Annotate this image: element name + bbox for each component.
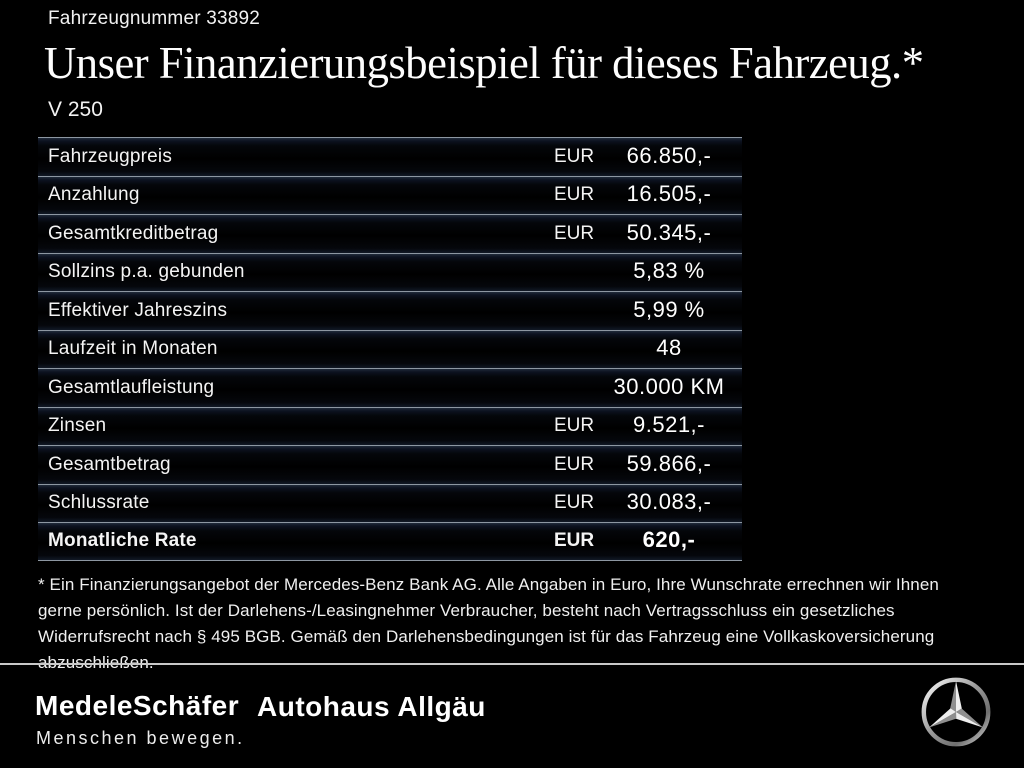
- row-label: Schlussrate: [48, 492, 150, 514]
- table-row: Fahrzeugpreis EUR 66.850,-: [38, 137, 742, 176]
- row-value: 9.521,-: [633, 412, 705, 438]
- row-label: Sollzins p.a. gebunden: [48, 261, 245, 283]
- row-value: 50.345,-: [626, 219, 712, 245]
- row-label: Laufzeit in Monaten: [48, 338, 218, 360]
- row-currency: EUR: [554, 453, 595, 475]
- row-value: 66.850,-: [626, 142, 712, 168]
- table-row: Gesamtbetrag EUR 59.866,-: [38, 445, 742, 484]
- row-value: 59.866,-: [626, 450, 712, 476]
- row-currency: EUR: [554, 184, 595, 206]
- row-label: Gesamtkreditbetrag: [48, 222, 219, 244]
- vehicle-number: Fahrzeugnummer 33892: [48, 8, 261, 29]
- dealer-logo-autohaus-allgaeu: Autohaus Allgäu: [257, 691, 486, 722]
- row-label: Effektiver Jahreszins: [48, 299, 228, 321]
- row-value: 5,83 %: [633, 258, 705, 284]
- finance-table: Fahrzeugpreis EUR 66.850,- Anzahlung EUR…: [38, 137, 742, 561]
- row-currency: EUR: [554, 222, 595, 244]
- table-row: Monatliche Rate EUR 620,-: [38, 522, 742, 561]
- row-value: 5,99 %: [633, 296, 705, 322]
- row-value: 48: [656, 335, 682, 361]
- page-title: Unser Finanzierungsbeispiel für dieses F…: [44, 37, 924, 88]
- dealer-tagline: Menschen bewegen.: [36, 728, 245, 748]
- row-label: Gesamtlaufleistung: [48, 376, 215, 398]
- row-value: 30.000 KM: [613, 373, 725, 399]
- row-value: 16.505,-: [626, 181, 712, 207]
- row-currency: EUR: [554, 530, 595, 552]
- row-label: Zinsen: [48, 415, 107, 437]
- row-value: 30.083,-: [626, 489, 712, 515]
- table-row: Gesamtlaufleistung 30.000 KM: [38, 368, 742, 407]
- row-currency: EUR: [554, 415, 595, 437]
- row-label: Gesamtbetrag: [48, 453, 171, 475]
- vehicle-model: V 250: [48, 98, 103, 121]
- table-row: Sollzins p.a. gebunden 5,83 %: [38, 252, 742, 291]
- legal-footnote: * Ein Finanzierungsangebot der Mercedes-…: [38, 575, 939, 672]
- row-label: Monatliche Rate: [48, 530, 197, 552]
- row-label: Anzahlung: [48, 184, 140, 206]
- table-row: Anzahlung EUR 16.505,-: [38, 175, 742, 214]
- table-row: Effektiver Jahreszins 5,99 %: [38, 291, 742, 330]
- mercedes-star-icon: [919, 675, 993, 749]
- row-value: 620,-: [642, 527, 696, 553]
- table-row: Laufzeit in Monaten 48: [38, 329, 742, 368]
- row-currency: EUR: [554, 492, 595, 514]
- row-currency: EUR: [554, 145, 595, 167]
- dealer-logo-medele-schaefer: MedeleSchäfer: [35, 690, 240, 721]
- table-row: Schlussrate EUR 30.083,-: [38, 483, 742, 522]
- table-row: Gesamtkreditbetrag EUR 50.345,-: [38, 214, 742, 253]
- row-label: Fahrzeugpreis: [48, 145, 173, 167]
- footer-divider: [0, 663, 1024, 665]
- table-row: Zinsen EUR 9.521,-: [38, 406, 742, 445]
